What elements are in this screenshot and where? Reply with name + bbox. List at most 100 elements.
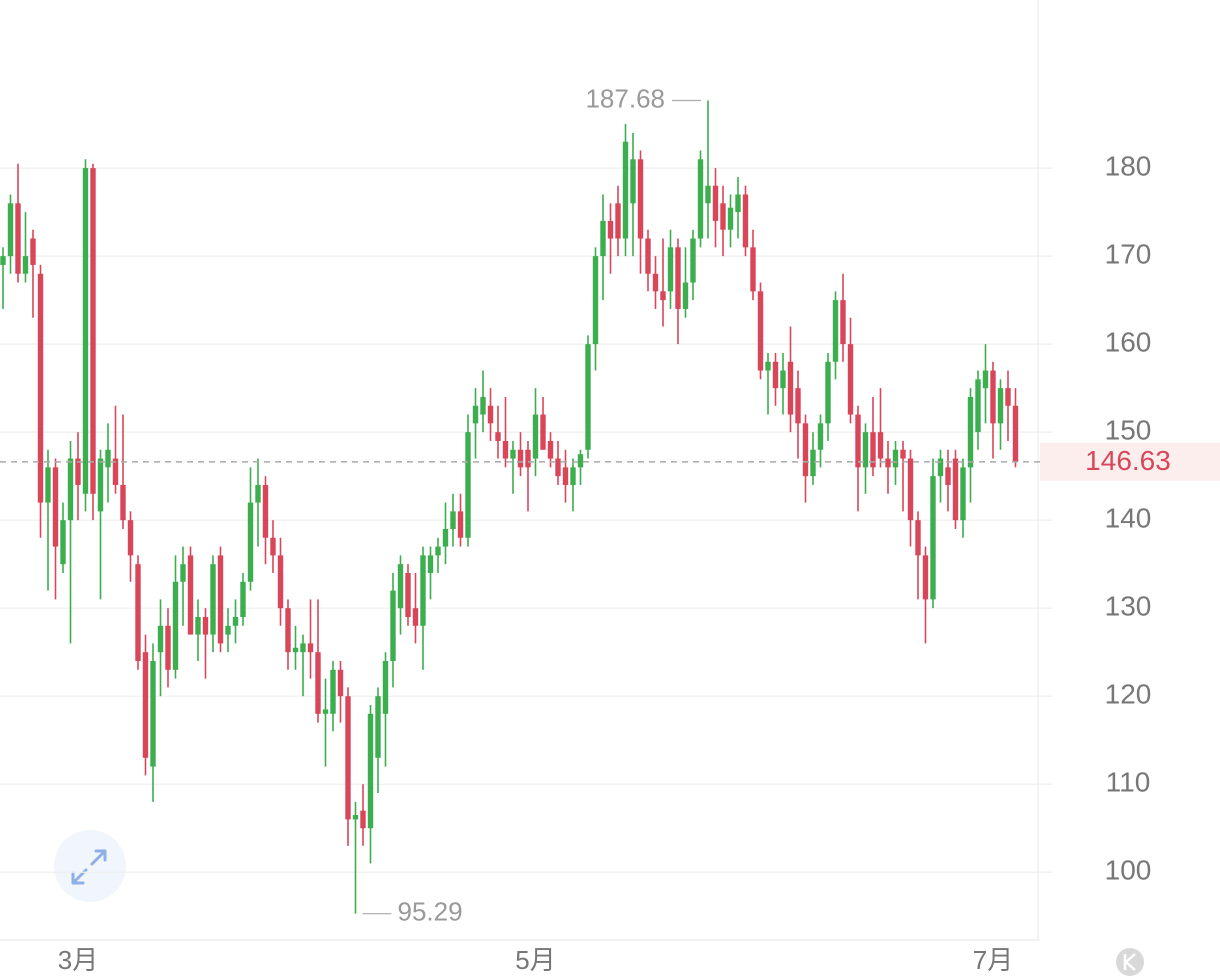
candle-body bbox=[1005, 388, 1011, 406]
candle-body bbox=[255, 484, 261, 503]
candle-body bbox=[840, 300, 846, 345]
candle-body bbox=[285, 608, 291, 653]
candle-body bbox=[945, 467, 951, 485]
candle-body bbox=[112, 458, 119, 485]
candle-body bbox=[855, 414, 861, 468]
candle-body bbox=[802, 423, 809, 477]
candle-body bbox=[690, 238, 696, 283]
y-tick-label: 100 bbox=[1105, 855, 1152, 886]
candle-body bbox=[990, 370, 996, 424]
candle-body bbox=[615, 203, 621, 239]
candle-body bbox=[180, 564, 186, 582]
candle-body bbox=[997, 388, 1004, 424]
candle-body bbox=[202, 616, 209, 635]
candle-body bbox=[15, 203, 21, 274]
k-icon[interactable] bbox=[1123, 953, 1136, 971]
candle-body bbox=[742, 194, 749, 248]
candle-body bbox=[52, 467, 59, 547]
candle-body bbox=[817, 423, 824, 450]
candle-body bbox=[240, 581, 246, 617]
candle-body bbox=[217, 555, 224, 644]
candle-body bbox=[847, 344, 854, 415]
candle-body bbox=[270, 537, 276, 556]
candle-body bbox=[495, 432, 501, 441]
candle-body bbox=[412, 608, 419, 626]
candle-body bbox=[135, 564, 141, 661]
k-button-bg[interactable] bbox=[1116, 948, 1144, 976]
candle-body bbox=[952, 458, 959, 521]
candle-body bbox=[315, 652, 321, 714]
candle-body bbox=[195, 616, 201, 635]
candle-body bbox=[472, 405, 479, 424]
candle-body bbox=[922, 555, 929, 600]
candle-body bbox=[397, 564, 404, 609]
candle-body bbox=[585, 344, 591, 450]
candle-body bbox=[915, 520, 921, 556]
y-tick-label: 170 bbox=[1105, 239, 1152, 270]
candles bbox=[0, 100, 1019, 914]
candle-body bbox=[300, 643, 306, 653]
candle-body bbox=[525, 449, 531, 468]
candle-body bbox=[150, 660, 156, 767]
candle-body bbox=[45, 467, 51, 503]
candle-body bbox=[862, 432, 869, 468]
candle-body bbox=[247, 502, 254, 582]
candle-body bbox=[172, 581, 179, 670]
candle-body bbox=[540, 414, 546, 450]
candle-body bbox=[292, 647, 299, 653]
candle-body bbox=[967, 396, 974, 468]
k-button[interactable] bbox=[1116, 948, 1144, 976]
candle-body bbox=[900, 449, 906, 459]
candle-body bbox=[667, 247, 674, 292]
candle-body bbox=[30, 238, 36, 265]
expand-button[interactable] bbox=[54, 830, 126, 902]
candle-body bbox=[337, 669, 344, 697]
candle-body bbox=[547, 440, 554, 459]
expand-button-bg[interactable] bbox=[54, 830, 126, 902]
candle-body bbox=[607, 220, 614, 239]
candle-body bbox=[210, 564, 216, 635]
candle-body bbox=[562, 467, 569, 485]
candle-body bbox=[105, 449, 111, 468]
candle-body bbox=[645, 238, 651, 274]
candle-body bbox=[225, 625, 231, 635]
candle-body bbox=[450, 511, 456, 529]
candle-body bbox=[510, 449, 516, 459]
grid bbox=[0, 167, 1052, 873]
y-tick-label: 150 bbox=[1105, 415, 1152, 446]
candle-body bbox=[982, 370, 989, 389]
candle-body bbox=[22, 256, 29, 274]
candle-body bbox=[570, 467, 576, 485]
candle-body bbox=[405, 572, 411, 617]
candle-body bbox=[262, 484, 269, 538]
candle-body bbox=[480, 396, 486, 415]
candle-body bbox=[127, 520, 134, 556]
candle-body bbox=[277, 555, 284, 609]
candle-body bbox=[367, 713, 374, 829]
expand-icon[interactable] bbox=[71, 849, 107, 885]
candle-body bbox=[637, 159, 644, 239]
candle-body bbox=[465, 432, 471, 538]
candle-body bbox=[97, 458, 104, 512]
candle-body bbox=[382, 660, 389, 714]
candle-body bbox=[757, 291, 764, 371]
candle-body bbox=[975, 379, 981, 433]
candle-body bbox=[37, 273, 44, 503]
candle-body bbox=[375, 696, 381, 758]
candle-body bbox=[592, 256, 599, 345]
candle-body bbox=[0, 256, 6, 265]
candle-body bbox=[322, 709, 329, 714]
candle-body bbox=[907, 458, 914, 521]
candle-body bbox=[577, 454, 584, 468]
candle-body bbox=[832, 300, 839, 362]
candle-body bbox=[67, 458, 74, 521]
candle-body bbox=[352, 815, 359, 820]
candle-body bbox=[870, 432, 876, 468]
candle-body bbox=[780, 370, 786, 389]
low-marker-label: 95.29 bbox=[398, 897, 463, 927]
high-marker-label: 187.68 bbox=[585, 83, 665, 113]
y-tick-label: 180 bbox=[1105, 150, 1152, 181]
candle-body bbox=[330, 669, 336, 714]
candle-body bbox=[435, 546, 441, 556]
